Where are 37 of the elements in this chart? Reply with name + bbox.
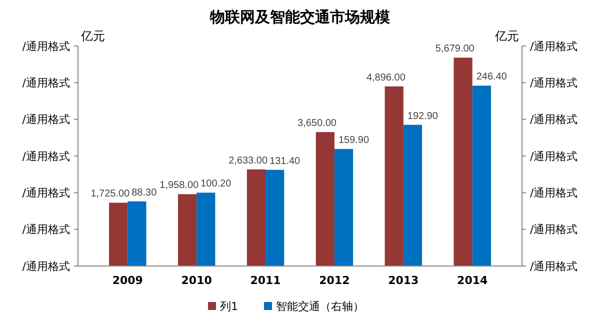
text: /通用格式 — [530, 186, 578, 200]
text: /通用格式 — [22, 150, 70, 163]
chart-title: 物联网及智能交通市场规模 — [209, 8, 391, 26]
x-tick-label: 2013 — [388, 274, 419, 287]
y-axis-title: 亿元 — [80, 29, 105, 43]
x-tick-label: 2011 — [250, 274, 281, 287]
text: /通用格式 — [22, 40, 70, 53]
data-label: 4,896.00 — [366, 72, 406, 84]
text: /通用格式 — [530, 40, 578, 53]
data-label: 192.90 — [407, 110, 438, 122]
text: /通用格式 — [530, 113, 578, 126]
text: /通用格式 — [22, 76, 70, 90]
data-label: 1,725.00 — [90, 188, 130, 200]
x-tick-label: 2009 — [112, 274, 143, 287]
x-tick-label: 2010 — [181, 274, 212, 287]
text: /通用格式 — [22, 223, 70, 236]
data-label: 2,633.00 — [228, 155, 268, 166]
legend-label: 列1 — [220, 300, 238, 313]
text: /通用格式 — [22, 113, 70, 126]
data-label: 1,958.00 — [160, 180, 200, 192]
text: /通用格式 — [22, 260, 70, 273]
text: /通用格式 — [22, 186, 70, 200]
data-label: 100.20 — [200, 178, 232, 190]
x-tick-label: 2014 — [457, 274, 488, 287]
text: /通用格式 — [530, 260, 578, 273]
y2-axis-title: 亿元 — [494, 29, 519, 43]
text: /通用格式 — [530, 223, 578, 236]
data-label: 3,650.00 — [298, 118, 337, 130]
legend-label: 智能交通（右轴） — [276, 300, 364, 313]
text: /通用格式 — [530, 150, 578, 163]
data-label: 5,679.00 — [435, 44, 475, 55]
text: /通用格式 — [530, 76, 578, 90]
data-label: 246.40 — [476, 72, 508, 83]
data-label: 159.90 — [338, 134, 370, 146]
data-label: 88.30 — [132, 187, 158, 198]
data-label: 131.40 — [270, 156, 301, 167]
x-tick-label: 2012 — [319, 274, 350, 287]
